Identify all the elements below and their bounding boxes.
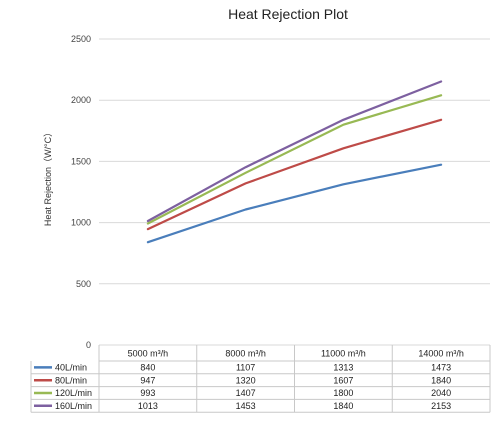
data-label: 1453 [236,401,256,411]
y-tick-labels: 0 500 1000 1500 2000 2500 [71,34,91,350]
category-label: 8000 m³/h [225,349,266,359]
chart-title: Heat Rejection Plot [228,6,348,22]
data-label: 1107 [236,363,255,373]
data-label: 2040 [431,388,451,398]
y-tick-label: 1000 [71,218,91,228]
y-tick-label: 2000 [71,95,91,105]
series-line [146,163,443,244]
category-label: 11000 m³/h [321,349,366,359]
data-label: 1320 [236,375,256,385]
data-label: 840 [140,363,155,373]
series-line [146,118,443,231]
data-label: 1607 [333,375,353,385]
series-lines [146,80,443,244]
data-label: 2153 [431,401,451,411]
data-label: 1800 [333,388,353,398]
data-label: 947 [140,375,155,385]
y-tick-label: 500 [76,279,91,289]
data-label: 1407 [236,388,256,398]
y-axis-label: Heat Rejection（W/°C） [43,128,53,226]
y-tick-label: 1500 [71,156,91,166]
data-label: 1013 [138,401,158,411]
series-line [146,80,443,223]
y-tick-label: 0 [86,340,91,350]
category-label: 5000 m³/h [128,349,169,359]
data-label: 1473 [431,363,451,373]
data-label: 1840 [431,375,451,385]
series-name: 120L/min [55,388,92,398]
data-label: 1840 [333,401,353,411]
series-name: 80L/min [55,375,87,385]
data-label: 1313 [333,363,353,373]
data-table: 5000 m³/h 8000 m³/h 11000 m³/h 14000 m³/h 40… [30,345,491,413]
series-line [146,94,443,225]
series-name: 40L/min [55,363,87,373]
data-label: 993 [140,388,155,398]
series-name: 160L/min [55,401,92,411]
category-label: 14000 m³/h [418,349,464,359]
y-tick-label: 2500 [71,34,91,44]
